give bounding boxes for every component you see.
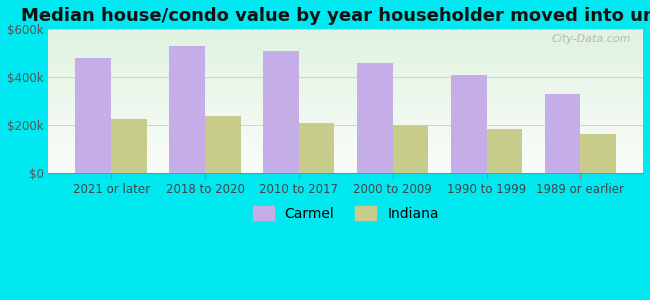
Bar <box>451 75 486 173</box>
Title: Median house/condo value by year householder moved into unit: Median house/condo value by year househo… <box>21 7 650 25</box>
Text: City-Data.com: City-Data.com <box>552 34 631 44</box>
Bar <box>393 124 428 173</box>
Bar <box>299 123 335 173</box>
Legend: Carmel, Indiana: Carmel, Indiana <box>247 200 445 226</box>
Bar <box>299 123 335 173</box>
Bar <box>580 134 616 173</box>
Bar <box>393 124 428 173</box>
Bar <box>357 63 393 173</box>
Bar <box>545 94 580 173</box>
Bar <box>169 46 205 173</box>
Bar <box>75 58 111 173</box>
Bar <box>545 94 580 173</box>
Bar <box>263 51 299 173</box>
Bar <box>486 129 522 173</box>
Bar <box>205 116 240 173</box>
Bar <box>580 134 616 173</box>
Bar <box>111 119 147 173</box>
Bar <box>451 75 486 173</box>
Bar <box>169 46 205 173</box>
Bar <box>263 51 299 173</box>
Bar <box>205 116 240 173</box>
Bar <box>357 63 393 173</box>
Bar <box>111 119 147 173</box>
Bar <box>75 58 111 173</box>
Bar <box>486 129 522 173</box>
